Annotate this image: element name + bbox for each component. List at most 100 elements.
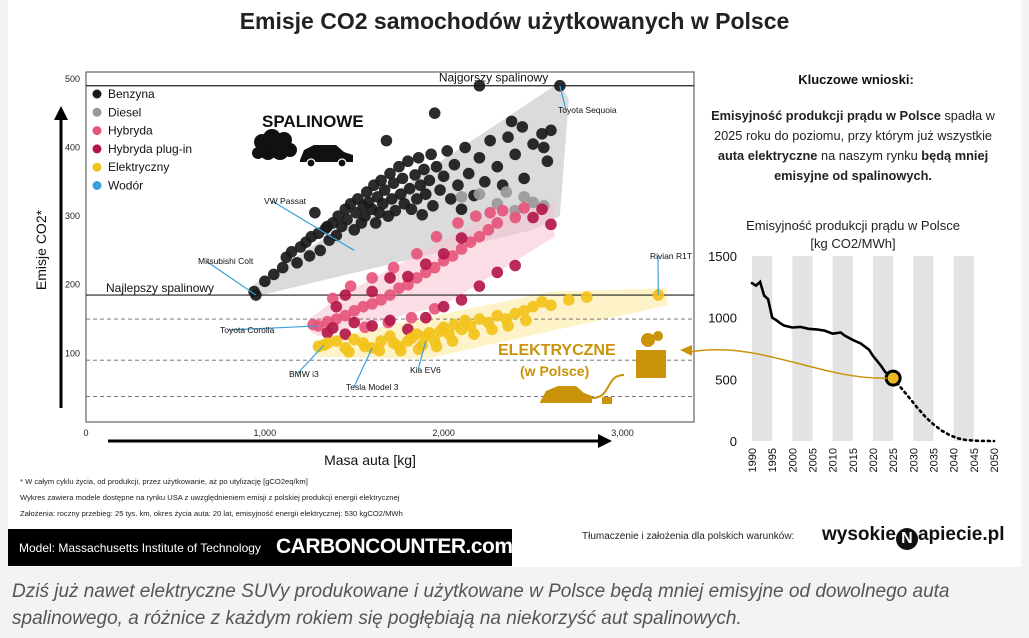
point-benzyna — [314, 244, 327, 257]
callout-arrow — [271, 200, 355, 251]
point-hybryda-plug-in — [339, 328, 352, 340]
line-x-tick: 2040 — [949, 448, 961, 472]
point-hybryda-plug-in — [366, 320, 378, 332]
point-elektryczny — [580, 291, 593, 303]
point-elektryczny — [359, 340, 371, 353]
point-benzyna — [445, 193, 457, 205]
point-diesel — [527, 196, 539, 209]
hline-label-best: Najlepszy spalinowy — [106, 281, 214, 295]
insight-title: Kluczowe wnioski: — [798, 72, 914, 87]
point-benzyna — [516, 121, 529, 133]
point-hybryda-plug-in — [384, 314, 396, 327]
footer-bar — [8, 529, 512, 566]
point-benzyna — [428, 107, 441, 119]
point-benzyna — [437, 170, 450, 183]
point-hybryda-plug-in — [384, 272, 396, 284]
point-elektryczny — [468, 328, 480, 340]
hline-label-worst: Najgorszy spalinowy — [439, 71, 548, 85]
y-tick-label: 200 — [65, 280, 80, 290]
x-tick-label: 0 — [83, 428, 88, 438]
point-hybryda — [384, 289, 396, 301]
point-benzyna — [448, 158, 461, 171]
point-hybryda-plug-in — [419, 311, 432, 324]
insight-part3: auta elektryczne — [717, 148, 818, 163]
connector-line — [689, 349, 888, 379]
callout-arrow — [353, 347, 373, 388]
callout-label: VW Passat — [264, 196, 307, 206]
line-x-tick: 2050 — [989, 448, 1001, 472]
point-elektryczny — [527, 300, 539, 313]
point-hybryda-plug-in — [402, 323, 414, 336]
legend-marker — [92, 126, 102, 136]
point-benzyna — [434, 184, 446, 196]
point-hybryda-plug-in — [527, 211, 539, 224]
grid-band — [953, 256, 974, 441]
insight-part2: spadła w 2025 roku do poziomu, przy któr… — [713, 108, 995, 143]
point-benzyna — [427, 200, 439, 212]
insight-part4: na naszym rynku — [817, 148, 922, 163]
legend-marker — [92, 162, 102, 172]
point-benzyna — [527, 138, 539, 150]
grid-band — [752, 256, 773, 441]
elektryczne-sublabel: (w Polsce) — [520, 363, 589, 379]
point-elektryczny — [321, 337, 334, 349]
x-tick-label: 3,000 — [611, 428, 634, 438]
smoke-puff — [283, 143, 297, 157]
callout-label: Tesla Model 3 — [346, 382, 399, 392]
point-benzyna — [359, 210, 371, 222]
point-benzyna — [350, 206, 362, 219]
callout-label: Rivian R1T — [650, 251, 692, 261]
point-benzyna — [414, 179, 427, 192]
point-benzyna — [291, 256, 303, 269]
point-elektryczny — [509, 307, 521, 320]
point-hybryda — [428, 302, 441, 315]
legend-label: Hybryda — [108, 124, 153, 138]
point-hybryda-plug-in — [545, 218, 557, 231]
point-benzyna — [403, 182, 416, 195]
line-x-tick: 2010 — [828, 448, 840, 472]
point-hybryda — [348, 305, 361, 317]
brand-part-b: apiecie.pl — [917, 524, 1005, 545]
line-x-tick: 1995 — [767, 448, 779, 472]
point-benzyna — [455, 203, 468, 216]
point-hybryda — [470, 210, 482, 222]
point-benzyna — [402, 155, 414, 168]
point-benzyna — [332, 210, 344, 222]
point-elektryczny — [520, 314, 532, 327]
point-hybryda — [491, 217, 504, 229]
point-elektryczny — [518, 305, 530, 317]
point-benzyna — [378, 184, 391, 196]
point-elektryczny — [330, 335, 343, 347]
point-elektryczny — [491, 309, 504, 322]
line-x-tick: 2025 — [888, 448, 900, 472]
point-hybryda — [473, 230, 486, 243]
line-y-tick: 0 — [730, 434, 737, 449]
line-x-tick: 2035 — [928, 448, 940, 472]
point-hybryda — [402, 278, 414, 291]
point-hybryda — [375, 294, 387, 306]
legend-marker — [92, 107, 102, 117]
point-benzyna — [389, 204, 402, 217]
point-elektryczny — [343, 346, 355, 358]
point-elektryczny — [486, 323, 498, 336]
callout-arrow — [296, 344, 325, 375]
grid-band — [872, 256, 894, 441]
point-elektryczny — [411, 328, 423, 340]
point-benzyna — [441, 145, 454, 157]
point-benzyna — [411, 193, 423, 205]
point-hybryda — [518, 202, 530, 214]
point-benzyna — [309, 206, 321, 219]
point-benzyna — [541, 155, 554, 168]
point-elektryczny — [455, 323, 468, 336]
spalinowe-label: SPALINOWE — [262, 112, 364, 131]
callout-label: Mitsubishi Colt — [198, 256, 254, 266]
model-credit: Model: Massachusetts Institute of Techno… — [19, 541, 261, 555]
point-elektryczny — [375, 335, 387, 347]
point-hybryda — [428, 261, 441, 274]
point-benzyna — [380, 134, 393, 147]
point-hybryda — [430, 230, 443, 243]
line-y-tick: 1500 — [708, 249, 737, 264]
